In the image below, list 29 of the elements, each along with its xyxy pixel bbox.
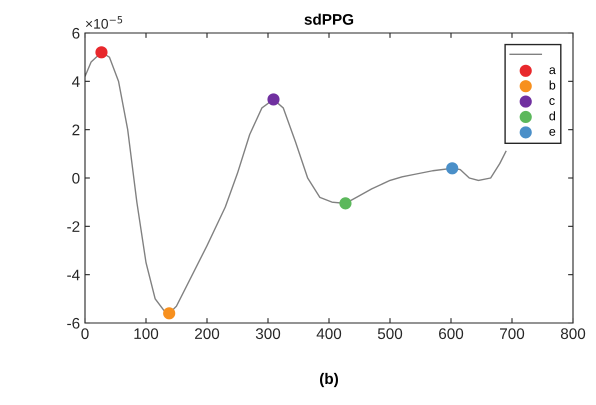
y-tick-label: 2 [72, 124, 80, 136]
x-tick-label: 300 [256, 328, 280, 340]
point [95, 46, 108, 58]
chart-title: sdPPG [304, 14, 354, 25]
text: ×10$^{−5}$ [86, 16, 122, 29]
x-tick-label: 0 [81, 328, 89, 340]
y-tick-label: -4 [67, 270, 80, 280]
y-tick-label: 4 [72, 76, 80, 87]
point [267, 93, 280, 106]
legend-label: b [550, 80, 556, 90]
x-tick-label: 700 [500, 328, 524, 340]
x-tick-label: 600 [439, 328, 464, 340]
point [163, 307, 176, 320]
y-tick-label: 6 [72, 28, 80, 39]
y-tick-label: -6 [67, 318, 80, 329]
legend-label: a [549, 67, 556, 74]
x-tick-label: 500 [378, 328, 402, 340]
y-tick-label: -2 [67, 221, 80, 232]
legend-label: e [549, 128, 556, 136]
x-tick-label: 400 [316, 328, 342, 340]
point [446, 162, 458, 174]
x-tick-label: 800 [560, 328, 586, 340]
x-tick-label: 100 [134, 328, 158, 340]
point [339, 197, 352, 210]
x-tick-label: 200 [195, 328, 220, 340]
text: (b) [320, 372, 338, 388]
y-tick-label: 0 [72, 172, 80, 184]
legend-label: c [549, 98, 555, 105]
legend-label: d [549, 111, 555, 120]
